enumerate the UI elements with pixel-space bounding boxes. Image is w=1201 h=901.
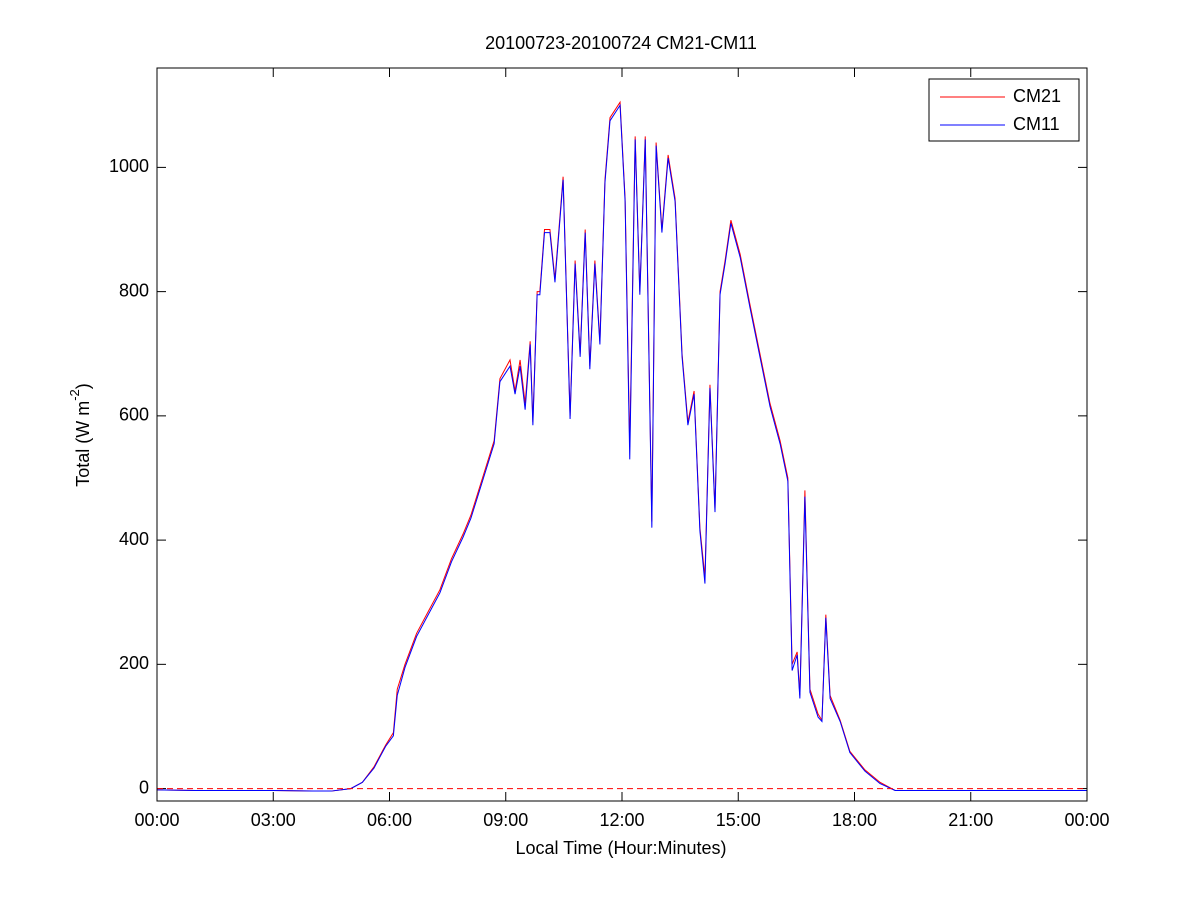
chart-title: 20100723-20100724 CM21-CM11 xyxy=(485,33,757,53)
y-tick-label: 400 xyxy=(119,529,149,549)
x-tick-label: 00:00 xyxy=(1064,810,1109,830)
x-tick-label: 09:00 xyxy=(483,810,528,830)
x-tick-label: 21:00 xyxy=(948,810,993,830)
y-tick-label: 0 xyxy=(139,777,149,797)
y-tick-label: 800 xyxy=(119,280,149,300)
legend-box xyxy=(928,78,1080,142)
series-line xyxy=(156,103,1087,792)
y-label-sup: -2 xyxy=(67,389,82,401)
x-axis-label: Local Time (Hour:Minutes) xyxy=(515,838,726,858)
legend-label: CM11 xyxy=(1013,114,1060,134)
y-axis-label: Total (W m-2) xyxy=(67,383,92,487)
x-tick-label: 00:00 xyxy=(134,810,179,830)
y-tick-label: 1000 xyxy=(109,156,149,176)
x-tick-label: 12:00 xyxy=(599,810,644,830)
y-tick-label: 600 xyxy=(119,405,149,425)
y-label-end: ) xyxy=(73,383,93,389)
x-tick-label: 18:00 xyxy=(832,810,877,830)
y-label-text: Total (W m xyxy=(73,401,93,487)
plot-frame xyxy=(156,67,1088,802)
y-tick-label: 200 xyxy=(119,653,149,673)
x-tick-label: 06:00 xyxy=(367,810,412,830)
x-tick-label: 03:00 xyxy=(251,810,296,830)
x-tick-label: 15:00 xyxy=(716,810,761,830)
legend-label: CM21 xyxy=(1013,86,1061,106)
